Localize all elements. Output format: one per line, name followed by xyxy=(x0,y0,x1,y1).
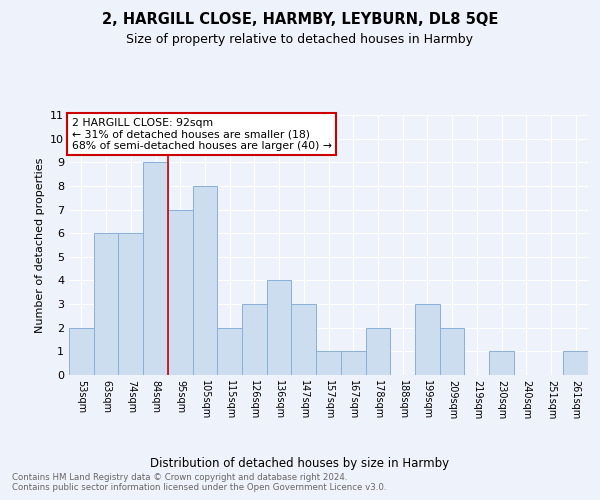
Text: Size of property relative to detached houses in Harmby: Size of property relative to detached ho… xyxy=(127,32,473,46)
Bar xyxy=(563,352,588,375)
Y-axis label: Number of detached properties: Number of detached properties xyxy=(35,158,44,332)
Text: Contains HM Land Registry data © Crown copyright and database right 2024.
Contai: Contains HM Land Registry data © Crown c… xyxy=(12,472,386,492)
Bar xyxy=(242,304,267,375)
Text: 2 HARGILL CLOSE: 92sqm
← 31% of detached houses are smaller (18)
68% of semi-det: 2 HARGILL CLOSE: 92sqm ← 31% of detached… xyxy=(71,118,332,151)
Bar xyxy=(217,328,242,375)
Bar xyxy=(440,328,464,375)
Bar xyxy=(69,328,94,375)
Bar xyxy=(94,233,118,375)
Bar xyxy=(341,352,365,375)
Text: 2, HARGILL CLOSE, HARMBY, LEYBURN, DL8 5QE: 2, HARGILL CLOSE, HARMBY, LEYBURN, DL8 5… xyxy=(102,12,498,28)
Text: Distribution of detached houses by size in Harmby: Distribution of detached houses by size … xyxy=(151,458,449,470)
Bar xyxy=(143,162,168,375)
Bar xyxy=(365,328,390,375)
Bar xyxy=(292,304,316,375)
Bar xyxy=(118,233,143,375)
Bar xyxy=(415,304,440,375)
Bar xyxy=(316,352,341,375)
Bar xyxy=(193,186,217,375)
Bar xyxy=(168,210,193,375)
Bar xyxy=(489,352,514,375)
Bar xyxy=(267,280,292,375)
